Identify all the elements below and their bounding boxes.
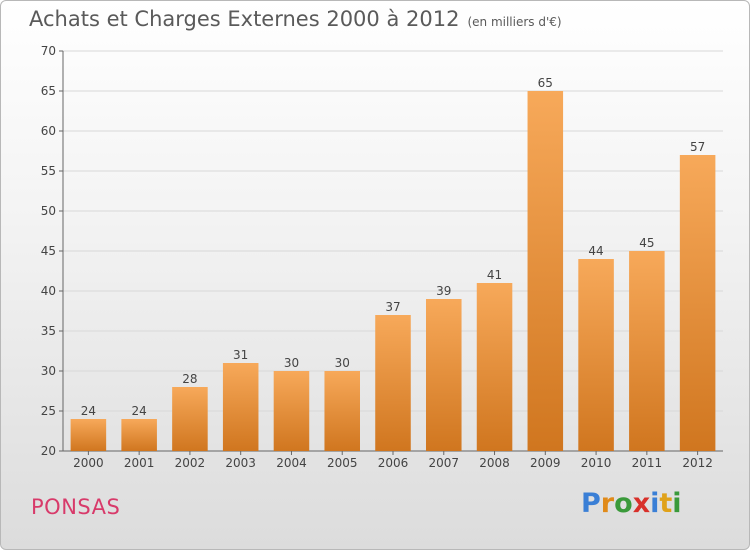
- bar-2012: [679, 155, 716, 451]
- unit-text: (en milliers d'€): [467, 15, 562, 29]
- bar-2005: [324, 371, 360, 451]
- bar-2008: [476, 283, 513, 451]
- logo-letter: r: [600, 488, 615, 519]
- logo-letter: o: [614, 488, 633, 519]
- logo-letter: t: [659, 488, 673, 519]
- bar-value-label: 30: [284, 356, 299, 370]
- y-tick-label: 30: [41, 364, 56, 378]
- bar-2004: [273, 371, 310, 451]
- bar-value-label: 39: [436, 284, 451, 298]
- bar-value-label: 31: [233, 348, 248, 362]
- bar-value-label: 57: [690, 140, 705, 154]
- y-tick-label: 50: [41, 204, 56, 218]
- x-tick-label: 2003: [225, 456, 256, 470]
- x-tick-label: 2001: [124, 456, 155, 470]
- bar-value-label: 37: [385, 300, 400, 314]
- x-tick-label: 2008: [479, 456, 510, 470]
- logo-letter: i: [650, 488, 660, 519]
- x-tick-label: 2000: [73, 456, 104, 470]
- logo-letter: P: [581, 488, 601, 519]
- bar-value-label: 28: [182, 372, 197, 386]
- bar-value-label: 30: [335, 356, 350, 370]
- bar-value-label: 45: [639, 236, 654, 250]
- x-tick-label: 2009: [530, 456, 561, 470]
- bar-value-label: 24: [132, 404, 147, 418]
- y-tick-label: 55: [41, 164, 56, 178]
- x-tick-label: 2010: [581, 456, 612, 470]
- y-tick-label: 20: [41, 444, 56, 458]
- x-tick-label: 2007: [428, 456, 459, 470]
- y-tick-label: 45: [41, 244, 56, 258]
- y-tick-label: 65: [41, 84, 56, 98]
- y-tick-label: 25: [41, 404, 56, 418]
- bar-2009: [527, 91, 564, 451]
- proxiti-logo: Proxiti: [581, 488, 682, 519]
- bar-value-label: 41: [487, 268, 502, 282]
- x-tick-label: 2011: [632, 456, 663, 470]
- bar-2000: [70, 419, 107, 451]
- bar-value-label: 65: [538, 76, 553, 90]
- logo-letter: i: [672, 488, 682, 519]
- title-text: Achats et Charges Externes 2000 à 2012: [29, 7, 460, 31]
- x-tick-label: 2005: [327, 456, 358, 470]
- bar-2006: [375, 315, 411, 451]
- x-tick-label: 2006: [378, 456, 409, 470]
- logo-letter: x: [632, 488, 651, 519]
- bar-2001: [121, 419, 157, 451]
- place-name: PONSAS: [31, 495, 121, 519]
- bar-2010: [578, 259, 614, 451]
- bar-2011: [629, 251, 665, 451]
- y-tick-label: 40: [41, 284, 56, 298]
- bar-value-label: 24: [81, 404, 96, 418]
- bar-2003: [222, 363, 259, 451]
- x-tick-label: 2002: [175, 456, 206, 470]
- bar-2002: [172, 387, 208, 451]
- x-tick-label: 2012: [682, 456, 713, 470]
- y-tick-label: 60: [41, 124, 56, 138]
- chart-title: Achats et Charges Externes 2000 à 2012 (e…: [29, 7, 562, 31]
- y-tick-label: 35: [41, 324, 56, 338]
- x-tick-label: 2004: [276, 456, 307, 470]
- bar-2007: [426, 299, 462, 451]
- y-tick-label: 70: [41, 44, 56, 58]
- bar-value-label: 44: [588, 244, 603, 258]
